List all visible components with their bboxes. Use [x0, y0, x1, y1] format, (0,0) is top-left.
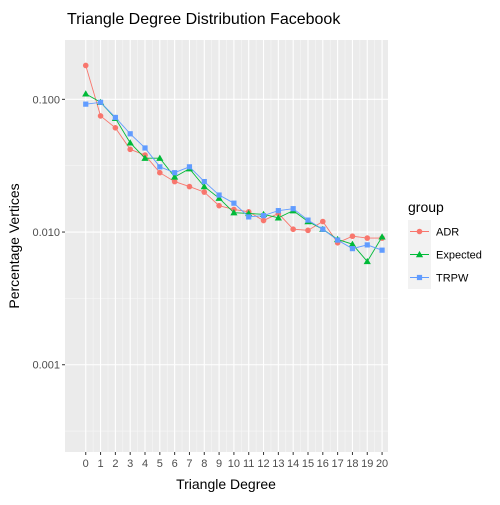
x-tick-label: 13 — [272, 458, 284, 470]
data-point-adr — [97, 113, 104, 119]
series-trpw — [83, 99, 385, 253]
x-tick-label: 11 — [243, 458, 254, 470]
x-axis: 0 1 2 3 4 5 6 7 8 9 10 11 12 13 14 15 16 17 18 19 20 — [83, 452, 388, 470]
x-tick-label: 16 — [317, 458, 329, 470]
data-point-expected — [215, 194, 223, 201]
data-point-adr — [82, 62, 89, 69]
x-tick-label: 15 — [302, 458, 314, 470]
x-tick-label: 0 — [83, 458, 89, 470]
data-point-expected — [348, 240, 357, 247]
data-point-expected — [171, 173, 179, 180]
x-tick-label: 3 — [127, 458, 133, 470]
data-point-adr — [320, 218, 326, 225]
legend: group ADR Expected TRPW — [408, 199, 482, 289]
data-point-expected — [141, 154, 149, 161]
data-point-trpw — [335, 237, 341, 243]
data-point-expected — [363, 257, 371, 265]
x-tick-label: 4 — [142, 458, 148, 470]
data-point-trpw — [379, 247, 385, 253]
x-tick-label: 6 — [172, 458, 178, 470]
data-point-expected — [378, 233, 386, 240]
y-axis: 0.001 0.010 0.100 — [32, 94, 65, 372]
data-point-expected — [126, 139, 134, 146]
data-point-trpw — [83, 101, 89, 107]
data-point-adr — [290, 226, 296, 233]
chart-title: Triangle Degree Distribution Facebook — [67, 11, 341, 28]
data-point-expected — [200, 182, 208, 190]
data-point-trpw — [142, 145, 148, 151]
x-tick-label: 9 — [216, 458, 222, 470]
x-tick-label: 5 — [157, 458, 163, 470]
data-point-trpw — [186, 164, 193, 170]
data-point-trpw — [97, 99, 104, 105]
data-point-adr — [364, 235, 371, 241]
x-tick-label: 19 — [361, 458, 373, 470]
minor-gridlines — [65, 40, 388, 452]
data-point-adr — [112, 125, 119, 131]
y-tick-label: 0.010 — [32, 227, 60, 239]
data-point-expected — [156, 154, 164, 161]
y-tick-label: 0.100 — [32, 94, 60, 106]
data-point-adr — [186, 183, 193, 190]
data-point-trpw — [246, 214, 252, 220]
x-tick-label: 10 — [228, 458, 240, 470]
data-point-adr — [157, 169, 163, 176]
x-tick-label: 8 — [201, 458, 207, 470]
legend-title: group — [408, 199, 444, 215]
legend-marker-trpw — [416, 274, 423, 281]
data-point-expected — [82, 90, 90, 97]
data-point-trpw — [305, 217, 311, 223]
data-point-adr — [127, 146, 133, 153]
data-point-expected — [274, 214, 282, 221]
x-tick-label: 20 — [376, 458, 388, 470]
x-tick-label: 1 — [97, 458, 103, 470]
x-tick-label: 12 — [257, 458, 269, 470]
data-point-adr — [201, 189, 208, 195]
data-point-trpw — [127, 131, 133, 137]
data-point-adr — [171, 178, 178, 185]
data-point-adr — [305, 227, 311, 234]
x-tick-label: 7 — [186, 458, 192, 470]
major-gridlines — [65, 40, 388, 452]
y-tick-label: 0.001 — [32, 360, 60, 372]
data-point-trpw — [364, 242, 370, 248]
data-point-trpw — [349, 246, 356, 252]
data-point-adr — [260, 217, 267, 224]
legend-marker-adr — [416, 228, 423, 235]
data-point-trpw — [260, 213, 267, 219]
legend-label-adr: ADR — [436, 227, 459, 239]
data-point-trpw — [275, 208, 281, 214]
legend-label-expected: Expected — [436, 250, 482, 262]
data-point-adr — [216, 202, 222, 209]
data-point-trpw — [216, 192, 222, 198]
data-point-expected — [230, 209, 238, 216]
y-axis-label: Percentage Vertices — [6, 183, 22, 308]
legend-label-trpw: TRPW — [436, 273, 469, 285]
x-tick-label: 18 — [346, 458, 358, 470]
data-point-trpw — [201, 178, 207, 185]
x-tick-label: 14 — [287, 458, 299, 470]
x-tick-label: 17 — [331, 458, 343, 470]
data-point-trpw — [290, 206, 296, 212]
x-axis-label: Triangle Degree — [176, 476, 276, 492]
x-tick-label: 2 — [112, 458, 118, 470]
data-point-trpw — [157, 164, 163, 170]
data-point-adr — [349, 233, 356, 240]
data-point-trpw — [172, 170, 178, 176]
legend-marker-expected — [415, 250, 424, 258]
series-layer — [82, 62, 386, 265]
data-point-trpw — [112, 114, 118, 121]
data-point-trpw — [231, 200, 237, 206]
data-point-trpw — [320, 226, 326, 232]
